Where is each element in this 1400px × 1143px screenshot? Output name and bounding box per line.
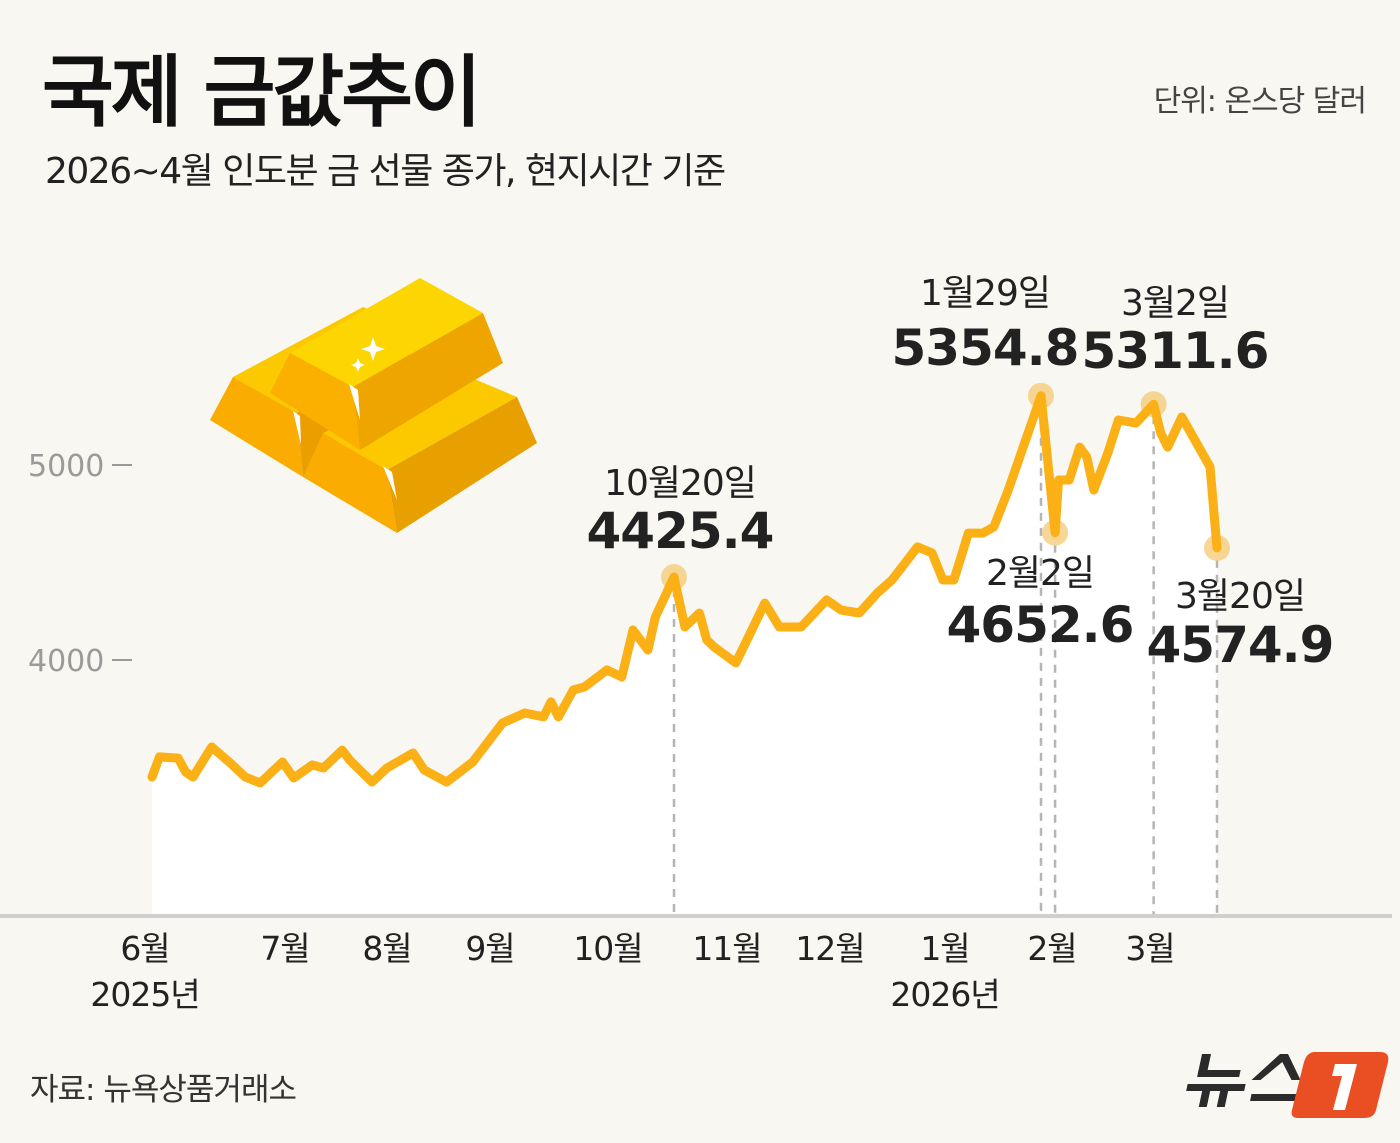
news1-logo — [1186, 1052, 1389, 1118]
annotation-value: 4425.4 — [587, 502, 774, 560]
y-tick-label: 5000 — [28, 449, 104, 484]
annotation-date: 2월2일 — [986, 553, 1094, 594]
x-tick-month: 9월 — [465, 929, 514, 968]
price-line — [147, 391, 1222, 788]
annotation-value: 4574.9 — [1147, 616, 1334, 674]
annotation-date: 1월29일 — [920, 273, 1050, 314]
source-label: 자료: 뉴욕상품거래소 — [30, 1072, 297, 1108]
x-tick-month: 12월 — [795, 929, 864, 968]
x-tick-month: 3월 — [1125, 929, 1174, 968]
area-fill — [152, 395, 1217, 914]
annotation-date: 3월20일 — [1175, 576, 1305, 617]
unit-label: 단위: 온스당 달러 — [1153, 84, 1367, 119]
page-title: 국제 금값추이 — [42, 48, 482, 138]
gold-bars-icon — [210, 278, 537, 533]
annotation-value: 5354.8 — [892, 319, 1079, 377]
x-tick-month: 6월 — [120, 929, 169, 968]
x-tick-month: 2월 — [1027, 929, 1076, 968]
x-tick-month: 7월 — [260, 929, 309, 968]
x-tick-month: 8월 — [362, 929, 411, 968]
x-tick-year: 2026년 — [890, 975, 999, 1014]
x-tick-year: 2025년 — [90, 975, 199, 1014]
x-tick-month: 11월 — [692, 929, 761, 968]
annotation-date: 3월2일 — [1121, 283, 1229, 324]
annotation-value: 5311.6 — [1082, 322, 1269, 380]
annotation-date: 10월20일 — [604, 463, 756, 504]
x-tick-month: 1월 — [920, 929, 969, 968]
annotation-value: 4652.6 — [947, 596, 1134, 654]
x-tick-month: 10월 — [573, 929, 642, 968]
subtitle: 2026~4월 인도분 금 선물 종가, 현지시간 기준 — [45, 151, 726, 192]
y-tick-label: 4000 — [28, 644, 104, 679]
